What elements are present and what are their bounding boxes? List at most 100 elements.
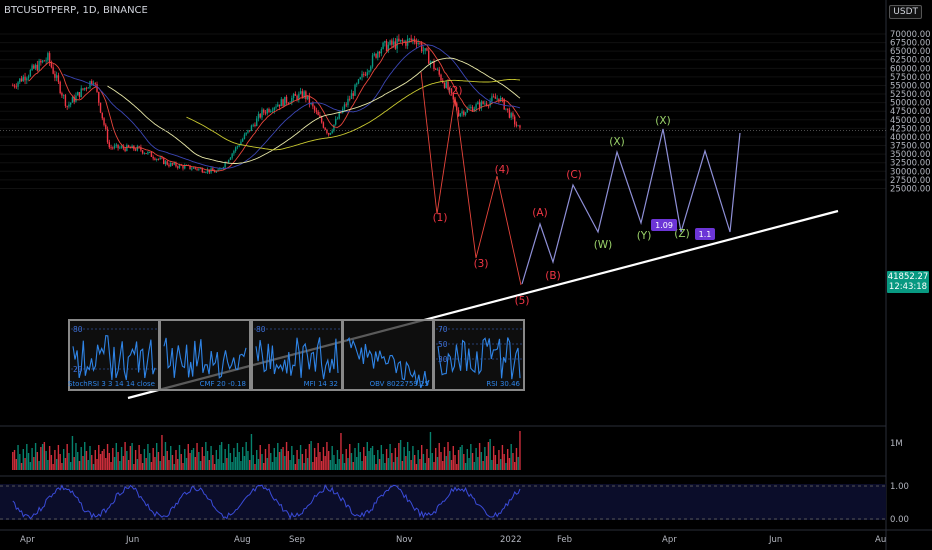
volume-bar bbox=[368, 451, 370, 470]
candle-body bbox=[75, 95, 77, 102]
volume-bar bbox=[191, 450, 193, 470]
volume-bar bbox=[338, 459, 340, 470]
y-tick-label: 65000.00 bbox=[890, 47, 931, 57]
volume-bar bbox=[189, 453, 191, 470]
volume-bar bbox=[375, 464, 377, 470]
volume-bar bbox=[408, 451, 411, 470]
candle-body bbox=[405, 41, 407, 46]
volume-bar bbox=[224, 449, 226, 470]
candle-body bbox=[422, 50, 425, 52]
volume-bar bbox=[296, 450, 298, 470]
volume-bar bbox=[182, 463, 184, 470]
candle-body bbox=[435, 68, 437, 70]
volume-bar bbox=[177, 459, 179, 470]
volume-bar bbox=[294, 464, 297, 470]
candle-body bbox=[457, 110, 460, 117]
candle-body bbox=[378, 51, 381, 54]
volume-bar bbox=[115, 443, 118, 470]
volume-bar bbox=[138, 445, 140, 470]
volume-bar bbox=[184, 449, 186, 470]
volume-bar bbox=[447, 442, 449, 470]
currency-badge[interactable]: USDT bbox=[889, 5, 922, 19]
y-tick-label: 67500.00 bbox=[890, 39, 931, 49]
y-tick-label: 57500.00 bbox=[890, 73, 931, 83]
volume-bar bbox=[252, 455, 254, 470]
volume-bar bbox=[152, 448, 154, 470]
fib-box-1-bg bbox=[651, 219, 677, 231]
volume-bar bbox=[220, 442, 223, 470]
volume-bar bbox=[43, 442, 46, 470]
candle-body bbox=[161, 157, 163, 159]
volume-bar bbox=[99, 454, 102, 470]
volume-bar bbox=[98, 445, 100, 470]
volume-bar bbox=[75, 443, 77, 470]
volume-bar bbox=[136, 459, 139, 470]
x-tick-label: Apr bbox=[662, 535, 677, 545]
volume-bar bbox=[336, 450, 339, 470]
volume-bar bbox=[143, 449, 146, 470]
inset-tick: 20 bbox=[73, 365, 83, 374]
candle-body bbox=[213, 170, 216, 173]
wave-label-4: (4) bbox=[495, 164, 510, 176]
candle-body bbox=[80, 88, 82, 98]
volume-bar bbox=[278, 452, 281, 470]
wave-label-1: (1) bbox=[433, 212, 448, 224]
volume-bar bbox=[431, 453, 433, 470]
candle-body bbox=[359, 77, 361, 80]
wave-label-x: (X) bbox=[609, 136, 624, 148]
volume-bar bbox=[24, 458, 26, 470]
volume-bar bbox=[371, 446, 374, 470]
candle-body bbox=[317, 111, 319, 116]
volume-bar bbox=[47, 460, 49, 470]
volume-bar bbox=[364, 456, 367, 470]
fib-box-2-bg bbox=[695, 228, 715, 240]
candle-body bbox=[33, 65, 35, 69]
candle-body bbox=[305, 91, 307, 100]
volume-bar bbox=[492, 446, 495, 470]
volume-bar bbox=[245, 442, 247, 470]
candle-body bbox=[231, 153, 233, 158]
candle-body bbox=[347, 98, 349, 106]
volume-bar bbox=[59, 454, 61, 470]
candle-body bbox=[329, 132, 332, 135]
candle-body bbox=[29, 70, 32, 77]
volume-bar bbox=[17, 445, 19, 470]
candle-body bbox=[82, 88, 84, 90]
candle-body bbox=[91, 81, 93, 85]
candle-body bbox=[292, 93, 295, 99]
inset-tick: 50 bbox=[438, 340, 448, 349]
volume-bar bbox=[456, 464, 458, 470]
volume-bar bbox=[319, 452, 321, 470]
candle-body bbox=[96, 83, 98, 92]
volume-bar bbox=[310, 441, 312, 470]
wave-label-z: (Z) bbox=[674, 228, 689, 240]
candle-body bbox=[478, 102, 481, 109]
candle-body bbox=[166, 161, 168, 165]
candle-body bbox=[447, 81, 449, 90]
candle-body bbox=[371, 55, 374, 67]
volume-bar bbox=[308, 444, 311, 470]
candle-body bbox=[294, 93, 297, 96]
candle-body bbox=[64, 95, 67, 106]
candle-body bbox=[148, 152, 151, 153]
candle-body bbox=[303, 91, 305, 98]
volume-bar bbox=[222, 463, 225, 470]
volume-bar bbox=[512, 453, 514, 470]
candle-body bbox=[134, 149, 137, 151]
volume-bar bbox=[357, 443, 360, 470]
candle-body bbox=[236, 146, 239, 148]
candle-body bbox=[205, 172, 207, 174]
volume-bar bbox=[150, 462, 153, 470]
volume-bar bbox=[377, 450, 379, 470]
volume-bar bbox=[163, 456, 165, 470]
candle-body bbox=[284, 96, 286, 106]
candle-body bbox=[233, 150, 235, 154]
candle-body bbox=[217, 169, 219, 172]
candle-body bbox=[105, 124, 107, 130]
candle-body bbox=[275, 106, 277, 108]
wave-label-3: (3) bbox=[474, 258, 489, 270]
candle-body bbox=[259, 114, 261, 118]
volume-bar bbox=[91, 455, 93, 470]
x-tick-label: Sep bbox=[289, 535, 305, 545]
